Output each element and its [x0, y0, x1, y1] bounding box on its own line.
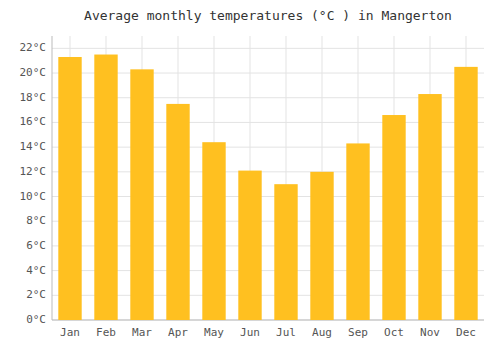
y-tick-label: 8°C [26, 214, 46, 227]
y-tick-label: 10°C [20, 190, 47, 203]
x-tick-label: Sep [348, 326, 368, 339]
x-tick-label: Jun [240, 326, 260, 339]
y-tick-label: 12°C [20, 165, 47, 178]
y-tick-label: 4°C [26, 264, 46, 277]
x-tick-label: Feb [96, 326, 116, 339]
bar [382, 115, 405, 320]
x-tick-label: Jul [276, 326, 296, 339]
x-tick-label: Apr [168, 326, 188, 339]
bar [418, 94, 441, 320]
y-tick-label: 6°C [26, 239, 46, 252]
bar [454, 67, 477, 320]
grid [52, 36, 484, 320]
x-tick-label: Jan [60, 326, 80, 339]
bar [346, 143, 369, 320]
bars [58, 55, 477, 320]
bar [94, 55, 117, 320]
y-tick-label: 0°C [26, 313, 46, 326]
x-tick-label: May [204, 326, 224, 339]
y-tick-label: 18°C [20, 91, 47, 104]
x-tick-label: Aug [312, 326, 332, 339]
bar [58, 57, 81, 320]
y-grid-line [52, 48, 484, 49]
bar [238, 171, 261, 320]
chart: 0°C 2°C 4°C 6°C 8°C 10°C 12°C 14°C 16°C 18°C 20°C 2… [0, 0, 500, 350]
x-tick-label: Nov [420, 326, 440, 339]
y-axis-line [52, 36, 53, 320]
y-tick-label: 14°C [20, 140, 47, 153]
y-tick-label: 2°C [26, 288, 46, 301]
axes: 0°C 2°C 4°C 6°C 8°C 10°C 12°C 14°C 16°C 18°C 20°C 2… [20, 36, 485, 339]
bar [202, 142, 225, 320]
bar [274, 184, 297, 320]
bar [130, 69, 153, 320]
x-tick-label: Dec [456, 326, 476, 339]
y-tick-label: 20°C [20, 66, 47, 79]
x-tick-label: Mar [132, 326, 152, 339]
bar [166, 104, 189, 320]
bar [310, 172, 333, 320]
y-tick-label: 22°C [20, 41, 47, 54]
y-tick-label: 16°C [20, 115, 47, 128]
x-tick-label: Oct [384, 326, 404, 339]
title: Average monthly temperatures (°C ) in Ma… [84, 8, 452, 23]
